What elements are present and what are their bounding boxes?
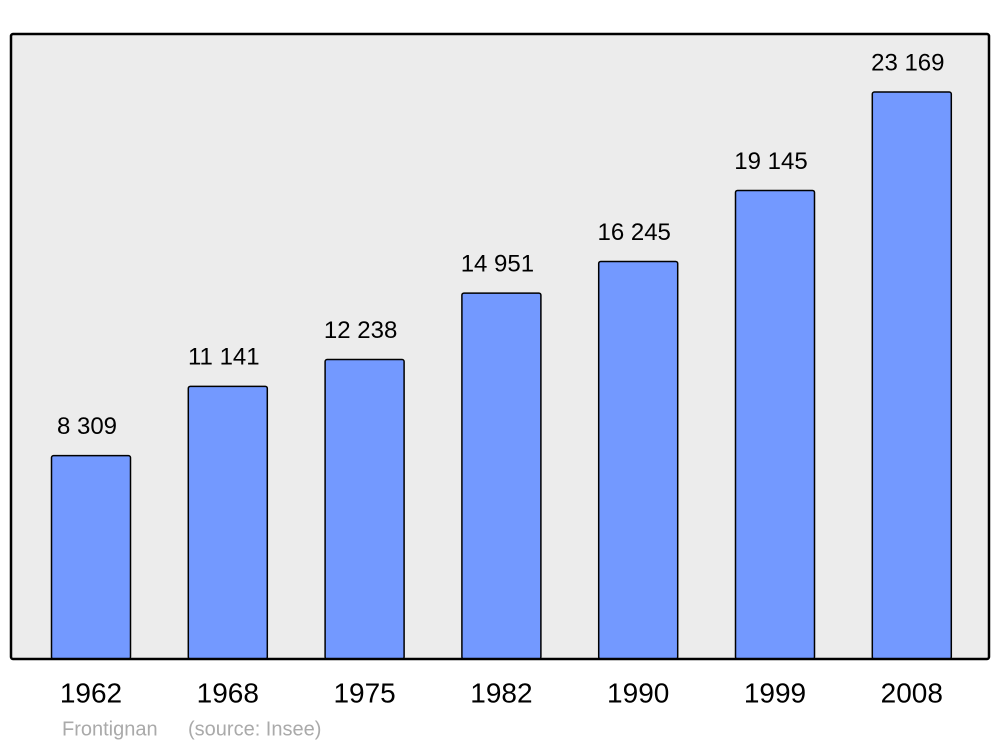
value-label: 19 145 <box>734 148 807 175</box>
bar <box>461 292 542 660</box>
value-label: 8 309 <box>57 413 117 440</box>
bar <box>187 385 269 660</box>
x-tick-label: 1968 <box>197 677 259 708</box>
source-note: (source: Insee) <box>188 718 321 740</box>
x-tick-label: 1975 <box>333 677 395 708</box>
value-label: 12 238 <box>324 317 397 344</box>
bar <box>50 454 132 660</box>
bar <box>597 260 679 660</box>
x-tick-label: 1990 <box>607 677 669 708</box>
bar <box>734 189 816 660</box>
x-tick-label: 2008 <box>881 677 943 708</box>
value-label: 11 141 <box>188 344 260 371</box>
x-tick-label: 1999 <box>744 677 806 708</box>
value-label: 23 169 <box>871 49 944 76</box>
plot-area <box>9 32 991 661</box>
value-label: 16 245 <box>597 219 670 246</box>
source-name: Frontignan <box>62 718 158 740</box>
bar <box>871 91 953 660</box>
bar <box>324 358 405 660</box>
value-label: 14 951 <box>461 250 534 277</box>
x-tick-label: 1982 <box>470 677 532 708</box>
x-tick-label: 1962 <box>60 677 122 708</box>
